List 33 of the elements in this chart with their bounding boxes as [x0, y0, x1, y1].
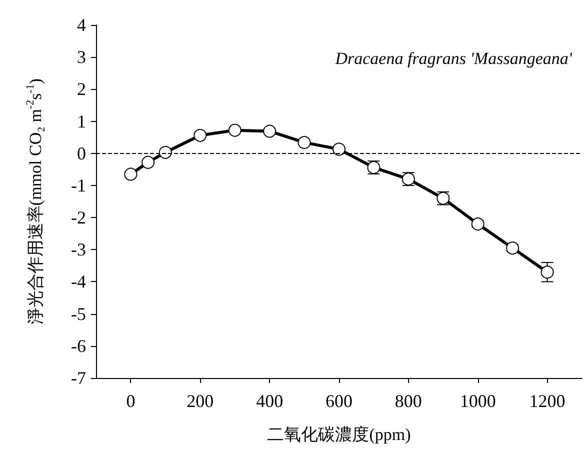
x-tick-label: 0	[126, 391, 136, 411]
y-tick-label: 2	[77, 79, 86, 100]
y-axis-title: 淨光合作用速率(mmol CO₂ m-2s-1)	[24, 78, 45, 325]
point	[124, 168, 138, 181]
point	[142, 156, 155, 169]
x-axis-title: 二氧化碳濃度(ppm)	[267, 425, 411, 444]
point	[228, 124, 242, 137]
y-tick-label: -4	[71, 272, 86, 292]
y-tick-label: -2	[71, 208, 86, 228]
point	[158, 146, 172, 159]
point	[471, 217, 484, 230]
annotation: Dracaena fragrans 'Massangeana'	[334, 49, 572, 68]
x-tick-label: 1200	[529, 391, 566, 411]
y-tick-label: -3	[71, 240, 86, 260]
y-tick-label: 1	[77, 111, 86, 132]
y-tick-label: 0	[77, 143, 86, 164]
x-tick-label: 600	[326, 391, 352, 411]
point	[263, 124, 276, 138]
x-tick-label: 200	[186, 391, 214, 411]
point	[506, 242, 520, 255]
point	[298, 136, 311, 149]
point	[332, 142, 346, 156]
y-tick-label: -7	[71, 368, 86, 388]
x-tick-label: 400	[256, 391, 284, 411]
point	[540, 266, 554, 279]
y-tick-label: -1	[71, 175, 86, 196]
point	[194, 128, 207, 142]
y-tick-label: -5	[71, 304, 86, 324]
y-tick-label: -6	[71, 336, 86, 356]
x-tick-label: 800	[394, 391, 422, 411]
x-tick-label: 1000	[460, 391, 496, 411]
y-tick-label: 4	[77, 15, 86, 35]
y-tick-label: 3	[77, 47, 86, 68]
